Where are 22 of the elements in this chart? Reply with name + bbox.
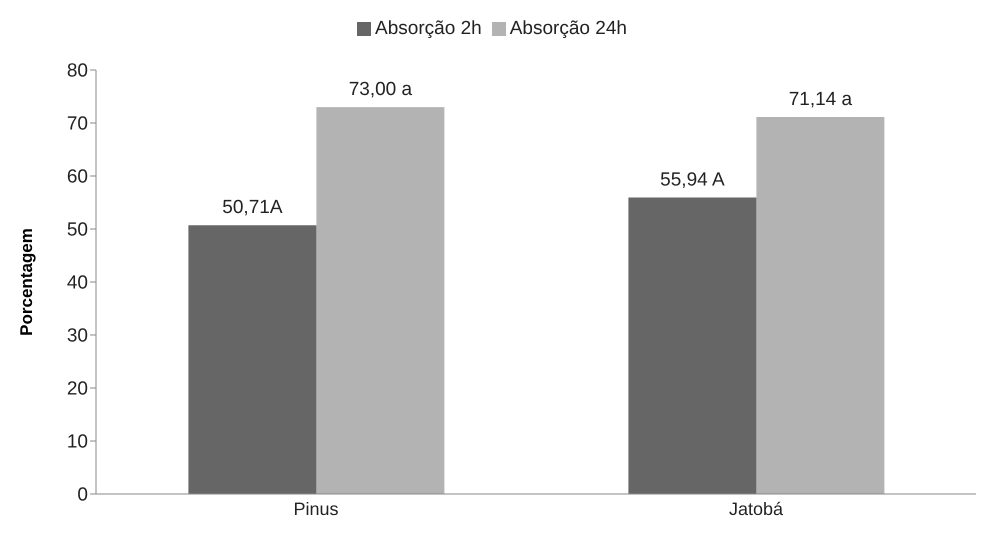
y-tick-label: 40 <box>66 272 88 294</box>
y-tick-label: 50 <box>66 220 88 241</box>
y-tick-label: 30 <box>66 326 88 347</box>
bar <box>756 116 884 494</box>
bar <box>316 107 444 494</box>
x-tick-label: Pinus <box>293 498 339 519</box>
data-label: 55,94 A <box>660 170 725 191</box>
data-label: 50,71A <box>222 197 283 218</box>
y-tick-label: 0 <box>77 484 88 506</box>
legend-label: Absorção 2h <box>375 18 482 39</box>
y-tick-label: 80 <box>66 60 88 82</box>
y-axis-title: Porcentagem <box>17 228 36 336</box>
y-tick-label: 70 <box>66 114 88 135</box>
x-tick-label: Jatobá <box>728 498 784 519</box>
y-tick-label: 20 <box>66 378 88 400</box>
bar <box>628 198 756 494</box>
y-tick-label: 10 <box>66 432 88 453</box>
data-label: 73,00 a <box>348 79 413 100</box>
y-tick-label: 60 <box>66 166 88 188</box>
bar <box>188 225 316 494</box>
data-label: 71,14 a <box>788 88 853 110</box>
legend-label: Absorção 24h <box>510 18 627 39</box>
